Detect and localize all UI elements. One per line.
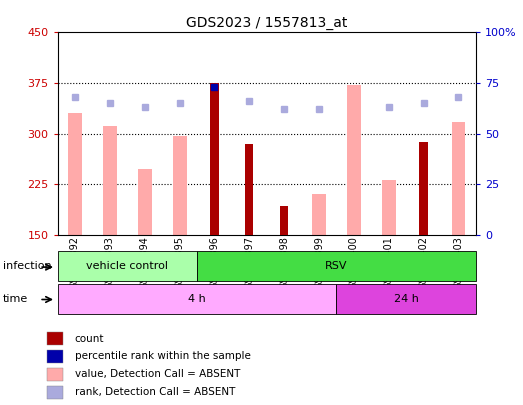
Bar (197, 251, 476, 281)
Text: infection: infection (3, 261, 51, 271)
Bar (68, 113, 82, 235)
Bar (103, 126, 117, 235)
Text: 24 h: 24 h (394, 294, 418, 304)
Bar (451, 122, 465, 235)
Bar (210, 83, 219, 235)
Text: rank, Detection Call = ABSENT: rank, Detection Call = ABSENT (75, 387, 235, 397)
Bar (138, 169, 152, 235)
Bar (173, 136, 187, 235)
Bar (47, 332, 63, 345)
Bar (47, 386, 63, 399)
Bar (347, 85, 361, 235)
Text: vehicle control: vehicle control (86, 261, 168, 271)
Text: value, Detection Call = ABSENT: value, Detection Call = ABSENT (75, 369, 240, 379)
Bar (47, 368, 63, 381)
Text: RSV: RSV (325, 261, 348, 271)
Bar (280, 206, 288, 235)
Bar (58, 251, 197, 281)
Bar (245, 144, 254, 235)
Bar (336, 284, 476, 314)
Title: GDS2023 / 1557813_at: GDS2023 / 1557813_at (186, 16, 347, 30)
Bar (312, 194, 326, 235)
Text: percentile rank within the sample: percentile rank within the sample (75, 352, 251, 361)
Text: time: time (3, 294, 28, 304)
Bar (47, 350, 63, 363)
Text: 4 h: 4 h (188, 294, 206, 304)
Bar (382, 179, 396, 235)
Text: count: count (75, 334, 104, 343)
Bar (419, 143, 428, 235)
Bar (58, 284, 336, 314)
